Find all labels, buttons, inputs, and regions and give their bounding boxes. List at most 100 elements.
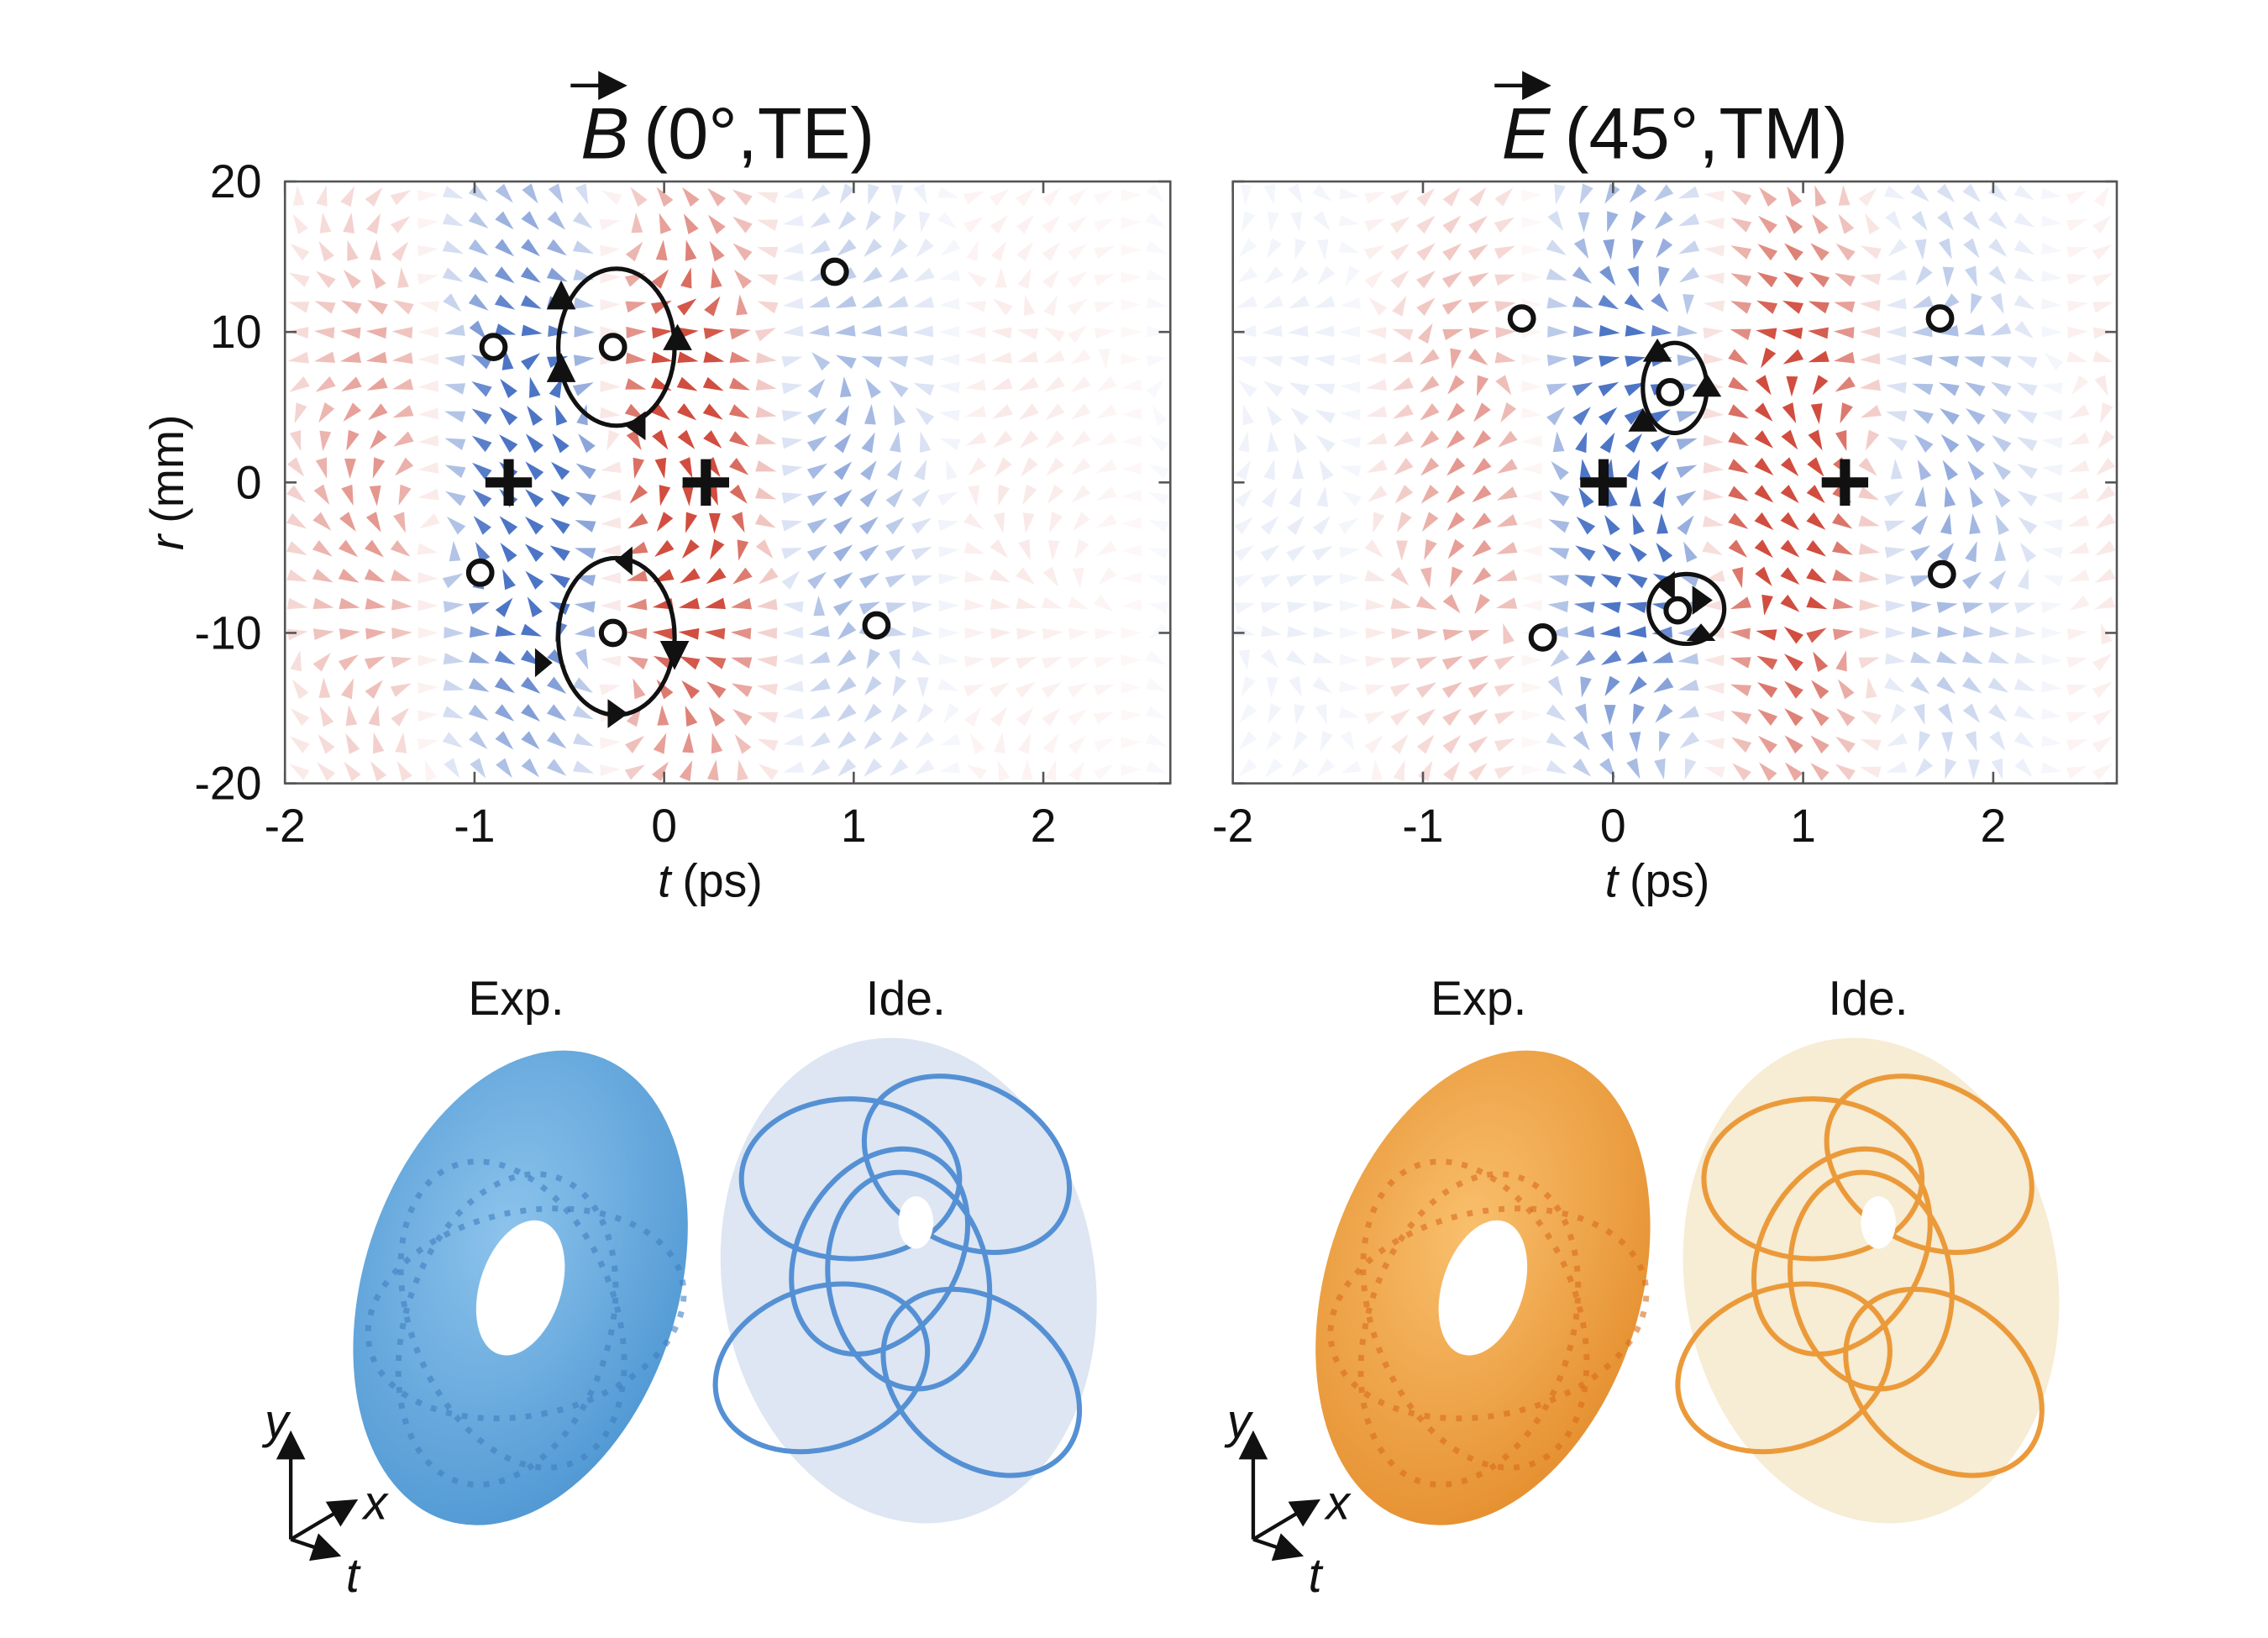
field-arrow <box>782 734 805 747</box>
singularity-cross <box>485 459 533 507</box>
field-arrow <box>1420 375 1440 393</box>
field-arrow <box>496 758 512 779</box>
field-arrow <box>2095 540 2116 556</box>
field-arrow <box>338 539 359 558</box>
field-arrow <box>1549 491 1570 507</box>
field-arrow <box>627 656 648 670</box>
field-line <box>825 1169 993 1392</box>
x-label-unit: (ps) <box>682 855 762 907</box>
field-arrow <box>1317 265 1336 286</box>
field-arrow <box>315 457 328 479</box>
field-arrow <box>1094 657 1116 669</box>
field-arrow <box>937 491 958 507</box>
field-arrow <box>1419 349 1440 365</box>
field-arrow <box>442 267 464 282</box>
field-arrow <box>1121 271 1142 284</box>
field-arrow <box>1651 460 1669 480</box>
field-arrow <box>1238 648 1251 670</box>
field-arrow <box>1784 243 1803 261</box>
field-arrow <box>1017 376 1039 391</box>
field-arrow <box>1446 457 1466 476</box>
axis-name: t <box>346 1549 361 1603</box>
field-arrow <box>991 377 1013 391</box>
ideal-disk <box>720 1037 1097 1524</box>
field-arrow <box>312 628 334 641</box>
field-arrow <box>1121 737 1142 749</box>
field-arrow <box>1294 238 1307 260</box>
field-arrow <box>913 267 935 282</box>
exp-label: Exp. <box>468 972 564 1026</box>
field-arrow <box>912 626 933 638</box>
field-arrow <box>345 705 358 727</box>
field-arrow <box>860 325 882 337</box>
field-arrow <box>294 402 307 424</box>
field-arrow <box>1042 627 1063 640</box>
field-arrow <box>1098 566 1117 585</box>
field-arrow <box>1937 210 1955 231</box>
field-arrow <box>1989 730 2006 751</box>
field-arrow <box>1546 383 1567 396</box>
field-arrow <box>1016 706 1034 727</box>
field-arrow <box>395 732 407 753</box>
field-arrow <box>2040 270 2062 282</box>
field-arrow <box>990 327 1012 339</box>
field-arrow <box>2066 711 2088 724</box>
field-arrow <box>417 326 438 339</box>
field-arrow <box>1781 429 1798 450</box>
field-arrow <box>868 183 879 205</box>
field-arrow <box>1147 575 1169 587</box>
field-arrow <box>1067 298 1088 316</box>
field-arrow <box>808 324 830 337</box>
field-arrow <box>893 404 906 426</box>
field-arrow <box>1042 566 1059 587</box>
field-arrow <box>1420 484 1440 504</box>
field-arrow <box>703 328 725 339</box>
field-arrow <box>659 485 671 507</box>
field-arrow <box>286 597 308 610</box>
field-arrow <box>1071 458 1091 475</box>
field-arrow <box>1833 327 1855 339</box>
field-arrow <box>1121 353 1142 365</box>
field-arrow <box>706 759 719 781</box>
field-arrow <box>2092 244 2113 260</box>
field-arrow <box>1468 629 1490 642</box>
field-arrow <box>1756 328 1777 340</box>
field-arrow <box>2040 601 2062 613</box>
field-arrow <box>1042 707 1061 727</box>
field-arrow <box>1262 325 1283 338</box>
field-arrow <box>1656 542 1673 563</box>
field-arrow <box>655 239 668 261</box>
field-arrow <box>343 269 361 289</box>
field-arrow <box>1885 600 1907 612</box>
field-arrow <box>1962 626 1984 638</box>
field-arrow <box>1554 184 1566 206</box>
field-arrow <box>1987 677 2009 693</box>
field-arrow <box>1988 703 2008 722</box>
field-arrow <box>1368 297 1388 317</box>
field-arrow <box>289 429 302 452</box>
field-arrow <box>885 517 905 535</box>
field-arrow <box>1313 601 1335 613</box>
field-arrow <box>989 188 1010 207</box>
field-arrow <box>1121 379 1142 391</box>
field-arrow <box>1242 210 1256 232</box>
field-arrow <box>1043 349 1065 364</box>
field-arrow <box>755 433 777 445</box>
field-arrow <box>312 568 333 583</box>
axis-name: y <box>1224 1394 1254 1448</box>
field-arrow <box>1629 732 1641 753</box>
axis-name: x <box>361 1476 390 1530</box>
field-arrow <box>1416 215 1436 234</box>
field-arrow <box>1806 540 1827 557</box>
field-arrow <box>1940 433 1960 454</box>
field-arrow <box>1915 265 1933 286</box>
field-arrow <box>312 652 331 672</box>
field-arrow <box>1683 294 1695 315</box>
field-arrow <box>444 411 466 423</box>
field-arrow <box>1632 703 1645 725</box>
field-arrow <box>1783 271 1804 288</box>
field-arrow <box>1961 676 1982 694</box>
field-arrow <box>1704 654 1725 667</box>
field-arrow <box>444 465 466 479</box>
